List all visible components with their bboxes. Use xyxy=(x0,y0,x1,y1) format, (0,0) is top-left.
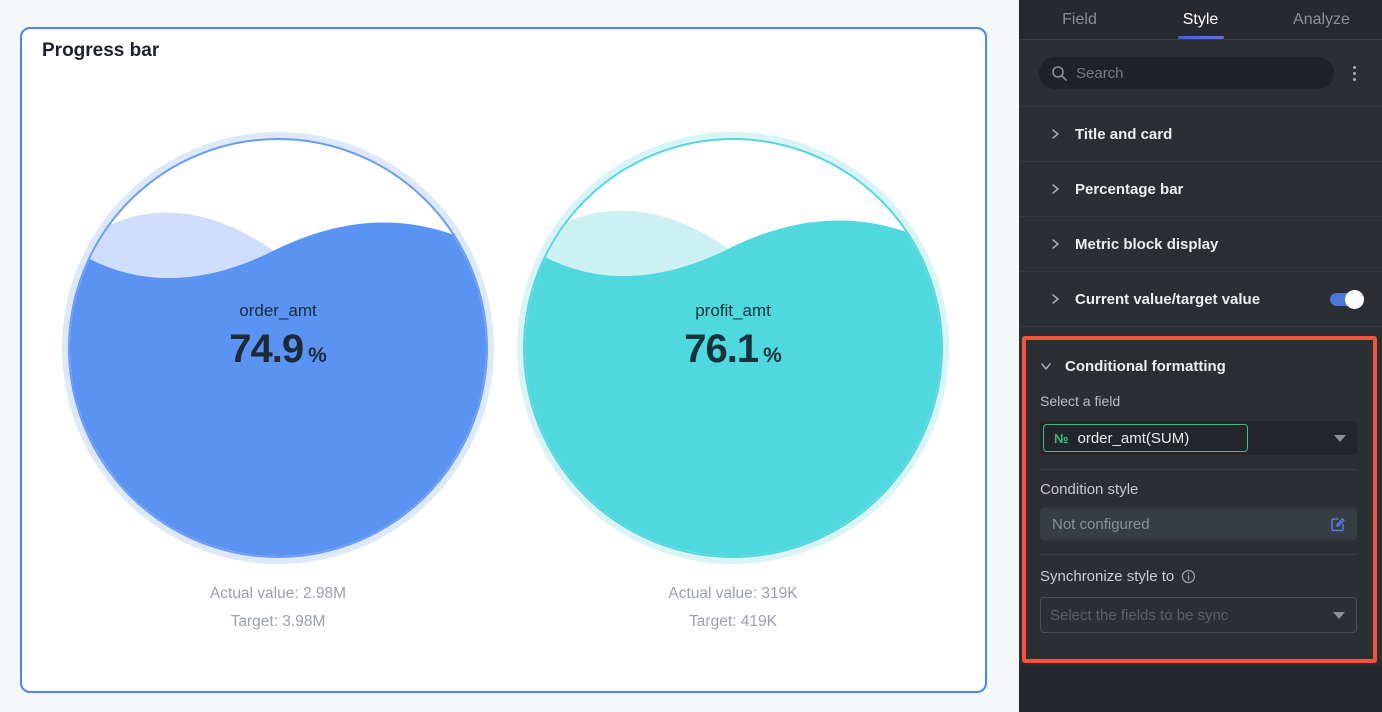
caret-down-icon xyxy=(1333,611,1345,619)
gauge-percent: 74.9 % xyxy=(229,327,327,372)
section-label: Percentage bar xyxy=(1075,180,1184,198)
gauge-percent-value: 76.1 xyxy=(684,326,759,371)
select-field-label: Select a field xyxy=(1040,393,1121,409)
section-title-and-card[interactable]: Title and card xyxy=(1019,107,1382,162)
chevron-down-icon xyxy=(1040,360,1052,372)
card-title: Progress bar xyxy=(42,40,160,61)
search-placeholder: Search xyxy=(1076,64,1124,82)
tab-style[interactable]: Style xyxy=(1140,0,1261,39)
field-select-dropdown[interactable]: № order_amt(SUM) xyxy=(1040,421,1357,455)
gauge-values-profit-amt: Actual value: 319K Target: 419K xyxy=(523,580,943,636)
liquid-gauge-order-amt[interactable]: order_amt 74.9 % xyxy=(68,138,488,558)
section-conditional-formatting[interactable]: Conditional formatting xyxy=(1040,354,1357,378)
divider xyxy=(1040,469,1357,470)
tab-field[interactable]: Field xyxy=(1062,10,1097,28)
chevron-right-icon xyxy=(1049,238,1061,250)
gauge-percent-value: 74.9 xyxy=(229,326,304,371)
actual-value-text: Actual value: 319K xyxy=(668,585,798,602)
section-metric-block-display[interactable]: Metric block display xyxy=(1019,217,1382,272)
condition-style-label: Condition style xyxy=(1040,481,1139,498)
kebab-menu-icon[interactable] xyxy=(1340,59,1368,87)
panel-footer xyxy=(1019,665,1382,712)
dashboard-canvas: Progress bar order_amt 74.9 % Actual val… xyxy=(20,27,987,693)
liquid-wave-graphic xyxy=(525,210,941,556)
search-icon xyxy=(1051,65,1068,82)
gauge-percent-sign: % xyxy=(763,343,782,367)
selected-field-tag: № order_amt(SUM) xyxy=(1043,424,1249,452)
gauge-metric-name: order_amt xyxy=(239,300,317,320)
progress-bar-card[interactable]: Progress bar order_amt 74.9 % Actual val… xyxy=(20,27,987,693)
sync-fields-dropdown[interactable]: Select the fields to be sync xyxy=(1040,597,1357,633)
chevron-right-icon xyxy=(1049,128,1061,140)
liquid-wave-graphic xyxy=(70,212,486,556)
section-label: Current value/target value xyxy=(1075,290,1261,308)
edit-icon[interactable] xyxy=(1329,515,1347,533)
info-icon[interactable] xyxy=(1181,569,1196,584)
gauge-center-text: order_amt 74.9 % xyxy=(70,140,486,556)
condition-style-value: Not configured xyxy=(1052,515,1150,533)
tab-analyze[interactable]: Analyze xyxy=(1293,10,1350,28)
chevron-right-icon xyxy=(1049,183,1061,195)
chevron-right-icon xyxy=(1049,293,1061,305)
section-label: Title and card xyxy=(1075,125,1173,143)
gauge-percent-sign: % xyxy=(308,343,327,367)
condition-style-value-row: Not configured xyxy=(1040,508,1357,540)
actual-value-text: Actual value: 2.98M xyxy=(209,585,347,602)
target-value-text: Target: 419K xyxy=(689,613,777,630)
panel-tabbar: Field Style Analyze xyxy=(1019,0,1382,40)
divider xyxy=(1040,554,1357,555)
section-percentage-bar[interactable]: Percentage bar xyxy=(1019,162,1382,217)
section-current-target-value[interactable]: Current value/target value xyxy=(1019,272,1382,327)
search-row: Search xyxy=(1019,40,1382,107)
target-value-text: Target: 3.98M xyxy=(230,613,326,630)
synchronize-style-label-row: Synchronize style to xyxy=(1040,568,1357,585)
liquid-gauge-profit-amt[interactable]: profit_amt 76.1 % xyxy=(523,138,943,558)
sync-fields-placeholder: Select the fields to be sync xyxy=(1050,606,1229,624)
caret-down-icon xyxy=(1334,434,1346,442)
gauge-percent: 76.1 % xyxy=(684,327,782,372)
gauge-metric-name: profit_amt xyxy=(695,300,771,320)
section-label: Conditional formatting xyxy=(1065,357,1226,375)
section-label: Metric block display xyxy=(1075,235,1219,253)
numeric-field-icon: № xyxy=(1054,430,1069,446)
search-input[interactable]: Search xyxy=(1039,57,1334,89)
toggle-knob xyxy=(1345,289,1364,309)
conditional-formatting-highlight: Conditional formatting Select a field № … xyxy=(1022,336,1377,663)
style-settings-panel: Field Style Analyze Search Title and car… xyxy=(1019,0,1382,712)
gauge-values-order-amt: Actual value: 2.98M Target: 3.98M xyxy=(68,580,488,636)
selected-field-name: order_amt(SUM) xyxy=(1077,429,1190,447)
current-target-toggle[interactable] xyxy=(1330,289,1364,309)
synchronize-style-label: Synchronize style to xyxy=(1040,568,1175,585)
gauge-center-text: profit_amt 76.1 % xyxy=(525,140,941,556)
